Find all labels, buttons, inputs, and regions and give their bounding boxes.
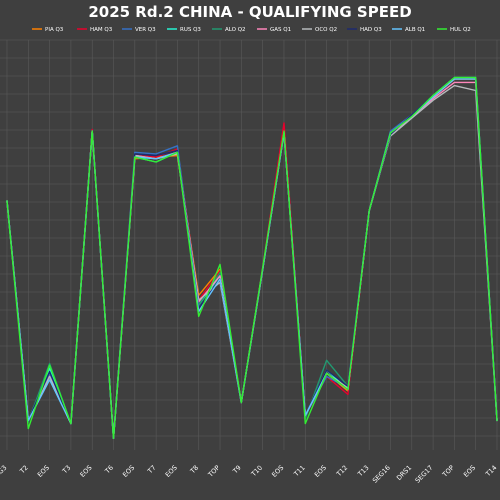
legend-label: HAM Q3 [90,27,113,33]
chart-title: 2025 Rd.2 CHINA - QUALIFYING SPEED [88,3,411,21]
legend-item: OCO Q2 [302,27,337,33]
legend-item: ALO Q2 [212,27,246,33]
legend-label: VER Q3 [135,27,156,33]
legend-label: ALB Q1 [405,27,425,33]
legend-label: PIA Q3 [45,27,64,33]
series-lines [6,76,498,439]
legend-item: RUS Q3 [167,27,201,33]
legend-label: OCO Q2 [315,27,337,33]
legend-item: HAD Q3 [347,27,382,33]
grid [0,39,500,450]
legend-label: ALO Q2 [225,27,246,33]
legend-label: HAD Q3 [360,27,382,33]
x-tick-label: SEG3 [0,464,8,482]
legend-label: RUS Q3 [180,27,201,33]
series-line-hul-q2 [6,76,498,439]
legend: PIA Q3 HAM Q3 VER Q3 RUS Q3 ALO Q2 GAS Q1 OCO … [32,27,471,33]
legend-item: HUL Q2 [437,27,471,33]
legend-label: HUL Q2 [450,27,471,33]
legend-item: ALB Q1 [392,27,425,33]
legend-item: PIA Q3 [32,27,64,33]
legend-item: VER Q3 [122,27,156,33]
legend-item: GAS Q1 [257,27,291,33]
legend-item: HAM Q3 [77,27,113,33]
legend-label: GAS Q1 [270,27,291,33]
